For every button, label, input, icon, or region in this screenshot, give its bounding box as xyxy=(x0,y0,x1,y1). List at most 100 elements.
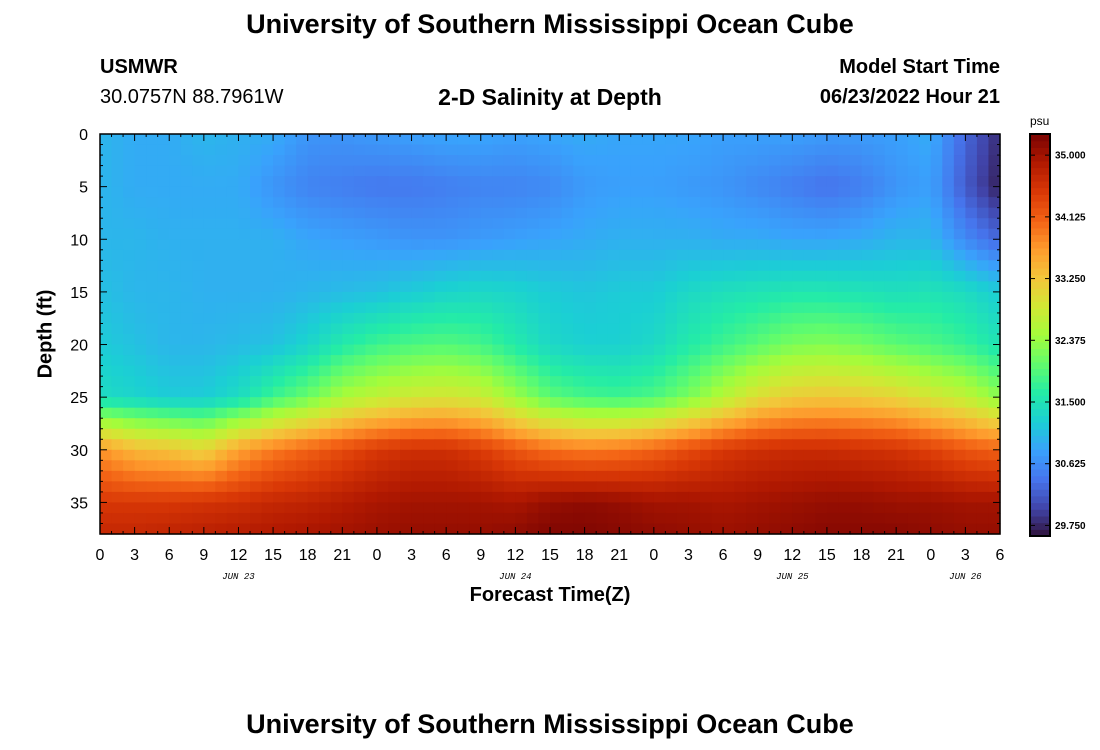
heatmap-cell xyxy=(538,228,551,240)
colorbar-unit: psu xyxy=(1030,114,1050,128)
heatmap-cell xyxy=(400,323,413,335)
heatmap-cell xyxy=(688,386,701,398)
heatmap-cell xyxy=(157,144,170,156)
heatmap-cell xyxy=(111,355,124,367)
heatmap-cell xyxy=(388,239,401,251)
heatmap-cell xyxy=(250,228,263,240)
heatmap-cell xyxy=(203,512,216,525)
heatmap-cell xyxy=(665,418,678,430)
y-tick-label: 5 xyxy=(79,180,88,197)
heatmap-cell xyxy=(296,376,309,388)
heatmap-cell xyxy=(515,512,528,525)
heatmap-cell xyxy=(100,281,113,293)
y-tick-label: 10 xyxy=(70,232,88,249)
heatmap-cell xyxy=(746,470,759,482)
heatmap-cell xyxy=(296,365,309,377)
heatmap-cell xyxy=(619,460,632,472)
heatmap-cell xyxy=(965,460,978,472)
heatmap-cell xyxy=(203,355,216,367)
heatmap-cell xyxy=(942,302,955,314)
heatmap-cell xyxy=(596,460,609,472)
heatmap-cell xyxy=(884,207,897,219)
heatmap-cell xyxy=(930,323,943,335)
heatmap-cell xyxy=(988,481,1001,493)
heatmap-cell xyxy=(192,176,205,188)
heatmap-cell xyxy=(630,365,643,377)
heatmap-cell xyxy=(907,344,920,356)
heatmap-cell xyxy=(296,481,309,493)
heatmap-cell xyxy=(734,239,747,251)
heatmap-cell xyxy=(515,207,528,219)
heatmap-cell xyxy=(146,249,159,261)
heatmap-cell xyxy=(584,523,597,535)
heatmap-cell xyxy=(296,323,309,335)
heatmap-cell xyxy=(861,228,874,240)
heatmap-cell xyxy=(596,418,609,430)
heatmap-cell xyxy=(319,491,332,504)
heatmap-cell xyxy=(584,312,597,325)
heatmap-cell xyxy=(469,365,482,377)
heatmap-cell xyxy=(215,418,228,430)
heatmap-cell xyxy=(757,281,770,293)
heatmap-cell xyxy=(365,512,378,525)
heatmap-cell xyxy=(353,270,366,282)
heatmap-cell xyxy=(446,144,459,156)
heatmap-cell xyxy=(100,176,113,188)
heatmap-cell xyxy=(873,186,886,198)
heatmap-cell xyxy=(988,449,1001,461)
heatmap-cell xyxy=(411,260,424,272)
heatmap-cell xyxy=(446,239,459,251)
heatmap-cell xyxy=(988,376,1001,388)
heatmap-cell xyxy=(134,155,147,167)
heatmap-cell xyxy=(180,281,193,293)
heatmap-cell xyxy=(538,134,551,146)
colorbar-tick-label: 30.625 xyxy=(1055,459,1086,470)
heatmap-cell xyxy=(353,460,366,472)
heatmap-cell xyxy=(734,491,747,504)
heatmap-cell xyxy=(792,386,805,398)
heatmap-cell xyxy=(630,460,643,472)
heatmap-cell xyxy=(561,207,574,219)
heatmap-cell xyxy=(780,260,793,272)
heatmap-cell xyxy=(792,470,805,482)
heatmap-cell xyxy=(596,470,609,482)
heatmap-cell xyxy=(480,397,493,409)
heatmap-cell xyxy=(169,386,182,398)
colorbar-segment xyxy=(1030,134,1050,142)
heatmap-cell xyxy=(619,260,632,272)
heatmap-cell xyxy=(365,207,378,219)
heatmap-cell xyxy=(734,449,747,461)
heatmap-cell xyxy=(457,155,470,167)
heatmap-cell xyxy=(746,481,759,493)
heatmap-cell xyxy=(930,512,943,525)
heatmap-cell xyxy=(261,228,274,240)
heatmap-cell xyxy=(423,460,436,472)
heatmap-cell xyxy=(180,491,193,504)
heatmap-cell xyxy=(146,186,159,198)
heatmap-cell xyxy=(492,481,505,493)
heatmap-cell xyxy=(873,397,886,409)
heatmap-cell xyxy=(307,207,320,219)
heatmap-cell xyxy=(642,302,655,314)
heatmap-cell xyxy=(319,186,332,198)
heatmap-cell xyxy=(180,428,193,440)
heatmap-cell xyxy=(653,523,666,535)
heatmap-cell xyxy=(907,460,920,472)
heatmap-cell xyxy=(746,397,759,409)
heatmap-cell xyxy=(700,449,713,461)
heatmap-cell xyxy=(861,428,874,440)
heatmap-cell xyxy=(642,312,655,325)
heatmap-cell xyxy=(526,502,540,514)
heatmap-cell xyxy=(907,470,920,482)
heatmap-cell xyxy=(273,397,286,409)
heatmap-cell xyxy=(953,428,966,440)
heatmap-cell xyxy=(803,239,816,251)
heatmap-cell xyxy=(815,186,828,198)
heatmap-cell xyxy=(434,239,447,251)
heatmap-cell xyxy=(400,186,413,198)
heatmap-cell xyxy=(653,502,666,514)
colorbar-segment xyxy=(1030,140,1050,148)
heatmap-cell xyxy=(942,344,955,356)
heatmap-cell xyxy=(526,323,540,335)
heatmap-cell xyxy=(746,186,759,198)
